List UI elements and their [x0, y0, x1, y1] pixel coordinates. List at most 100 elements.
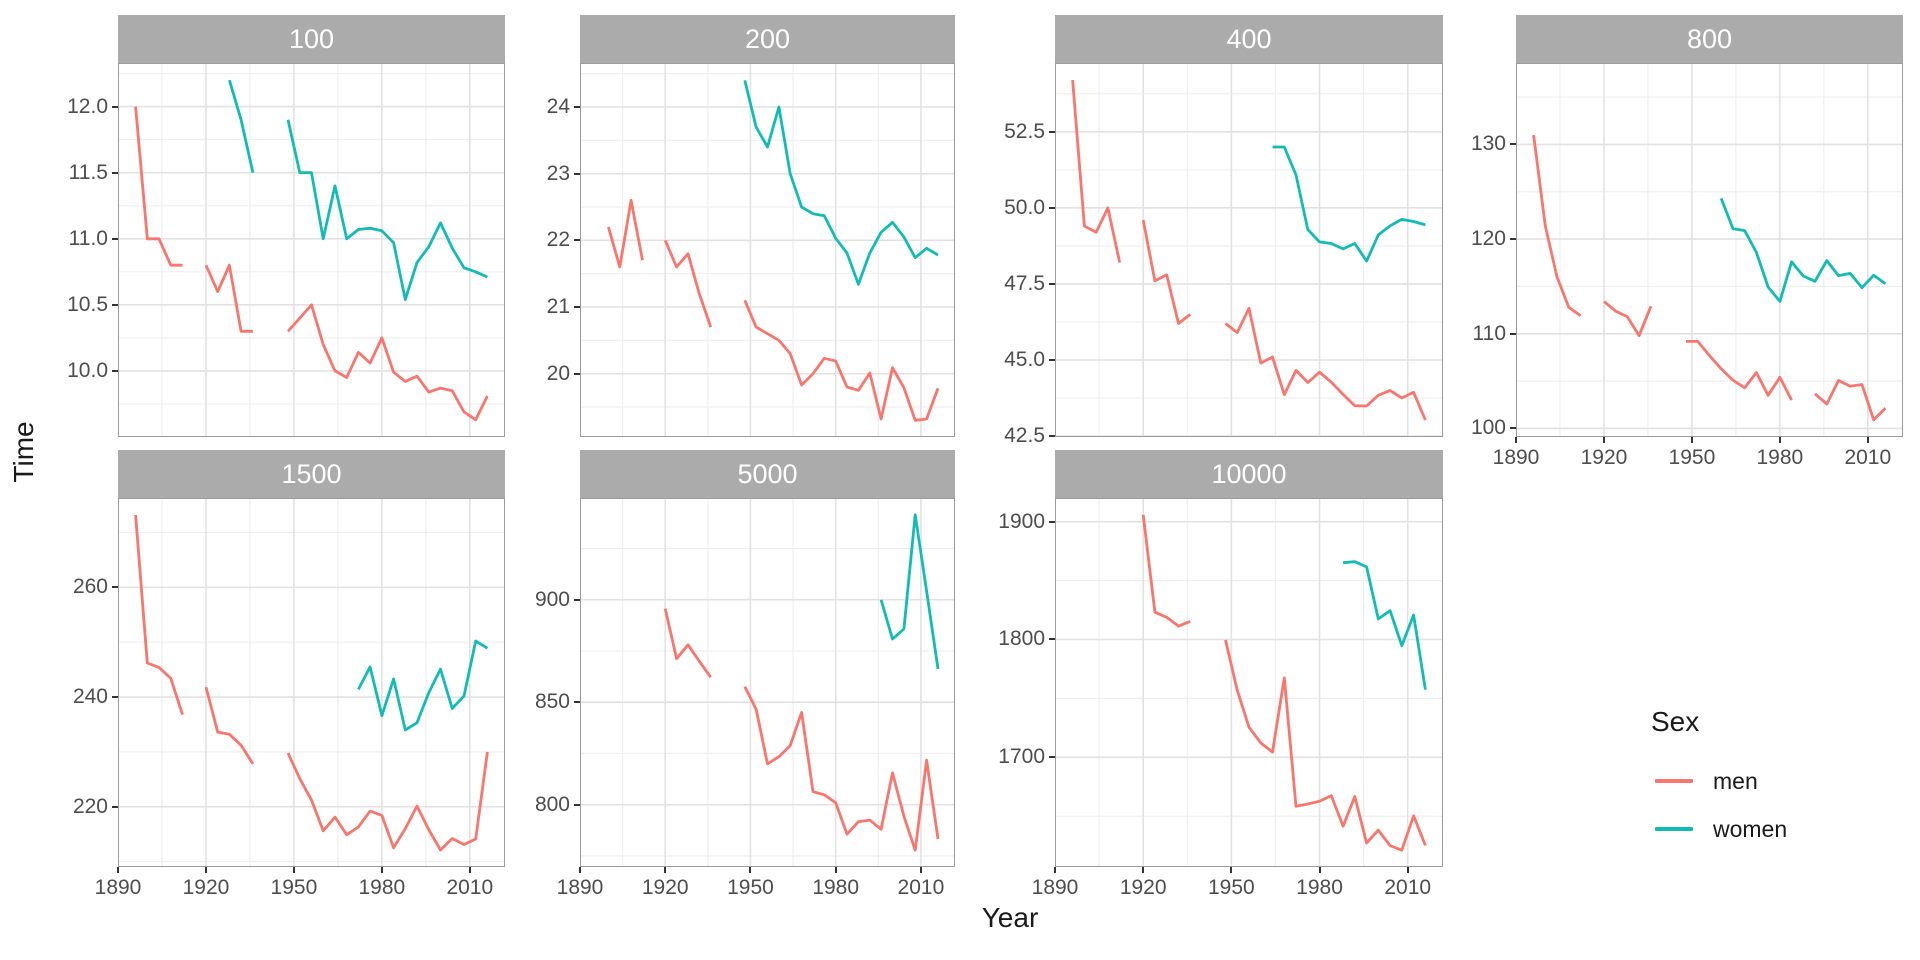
y-tick: [112, 696, 118, 699]
x-tick: [749, 867, 752, 873]
x-tick: [117, 867, 119, 873]
y-tick: [1510, 238, 1516, 241]
facet-strip-10000: 10000: [1055, 450, 1443, 498]
x-tick-label: 1980: [1756, 446, 1804, 469]
y-tick-label: 120: [1470, 227, 1506, 251]
x-tick-label: 1980: [1296, 876, 1343, 899]
y-tick: [574, 106, 580, 108]
x-tick: [1515, 437, 1517, 443]
line-men: [1224, 639, 1427, 852]
line-men: [1603, 300, 1653, 338]
line-women: [743, 79, 939, 286]
x-tick-label: 1890: [556, 876, 604, 899]
x-tick: [1318, 867, 1321, 873]
y-tick-label: 800: [534, 792, 570, 816]
line-men: [134, 106, 183, 267]
line-men: [1141, 514, 1191, 628]
x-tick: [1602, 437, 1605, 443]
y-tick: [1049, 520, 1055, 523]
legend-entry-label: men: [1713, 767, 1758, 794]
legend-key-men: [1655, 779, 1693, 783]
x-tick: [1054, 867, 1056, 873]
y-tick: [1049, 282, 1055, 285]
x-tick-label: 1950: [1668, 446, 1716, 469]
x-tick-label: 1920: [1580, 446, 1628, 469]
line-women: [1272, 145, 1426, 263]
y-tick: [1049, 638, 1055, 641]
facet-strip-label: 100: [288, 23, 335, 54]
x-tick-label: 1890: [94, 876, 142, 899]
facet-strip-label: 1500: [281, 458, 342, 489]
y-tick: [112, 369, 118, 372]
y-tick-label: 1900: [998, 509, 1045, 533]
y-tick-label: 1800: [998, 627, 1045, 651]
facet-panel-800: [1516, 63, 1903, 437]
x-tick-label: 1980: [358, 876, 406, 899]
y-tick-label: 24: [546, 95, 570, 118]
y-axis-title: Time: [8, 421, 39, 483]
facet-panel-1500: [118, 498, 505, 867]
line-women: [1342, 560, 1427, 690]
x-tick-label: 1980: [812, 876, 860, 899]
line-men: [286, 751, 489, 852]
x-tick: [1778, 437, 1781, 443]
y-tick: [574, 701, 580, 704]
x-tick-label: 2010: [1844, 446, 1892, 469]
facet-strip-100: 100: [118, 15, 505, 63]
y-tick-label: 20: [546, 361, 570, 385]
legend: Sex men women: [1645, 706, 1905, 860]
facet-strip-label: 5000: [737, 458, 798, 489]
facet-panel-5000: [580, 498, 955, 867]
y-tick-label: 220: [72, 794, 108, 818]
line-women: [357, 639, 489, 732]
y-tick-label: 22: [546, 228, 570, 252]
line-women: [1719, 197, 1887, 303]
legend-items: men women: [1645, 764, 1905, 846]
y-tick-label: 110: [1472, 321, 1506, 345]
x-tick-label: 2010: [1384, 876, 1432, 899]
facet-panel-10000: [1055, 498, 1443, 867]
x-tick: [664, 867, 667, 873]
x-tick: [1142, 867, 1145, 873]
facet-strip-label: 200: [744, 23, 791, 54]
x-tick: [468, 867, 471, 873]
line-men: [663, 608, 712, 679]
facet-strip-1500: 1500: [118, 450, 505, 498]
line-women: [879, 513, 940, 670]
y-tick-label: 900: [534, 587, 570, 611]
x-tick-label: 1920: [182, 876, 230, 899]
y-tick: [1510, 332, 1516, 335]
y-tick: [1049, 756, 1055, 759]
y-tick-label: 130: [1470, 132, 1506, 156]
facet-panel-200: [580, 63, 955, 437]
x-tick-label: 1950: [727, 876, 774, 899]
y-tick: [574, 306, 580, 308]
facet-strip-label: 800: [1686, 23, 1733, 54]
x-tick: [834, 867, 837, 873]
facet-strip-400: 400: [1055, 15, 1443, 63]
y-tick: [112, 805, 118, 808]
y-tick: [574, 803, 580, 806]
y-tick: [112, 303, 118, 306]
x-tick: [380, 867, 383, 873]
x-tick: [1406, 867, 1409, 873]
y-tick: [112, 105, 118, 108]
y-tick-label: 10.5: [67, 292, 108, 316]
line-men: [743, 685, 940, 852]
line-men: [1224, 306, 1427, 421]
facet-panel-100: [118, 63, 505, 437]
line-men: [1686, 340, 1793, 401]
legend-key-women: [1655, 827, 1693, 831]
y-tick-label: 1700: [998, 745, 1045, 769]
x-tick-label: 1950: [1208, 876, 1255, 899]
y-tick: [112, 171, 118, 174]
y-tick-label: 42.5: [1004, 424, 1045, 448]
y-tick-label: 11.0: [68, 226, 108, 250]
x-tick: [579, 867, 581, 873]
y-tick-label: 52.5: [1004, 119, 1045, 143]
x-tick-label: 1920: [1119, 876, 1167, 899]
line-women: [286, 119, 488, 301]
y-tick: [1049, 435, 1055, 438]
y-tick-label: 45.0: [1004, 348, 1045, 371]
y-tick: [574, 598, 580, 601]
